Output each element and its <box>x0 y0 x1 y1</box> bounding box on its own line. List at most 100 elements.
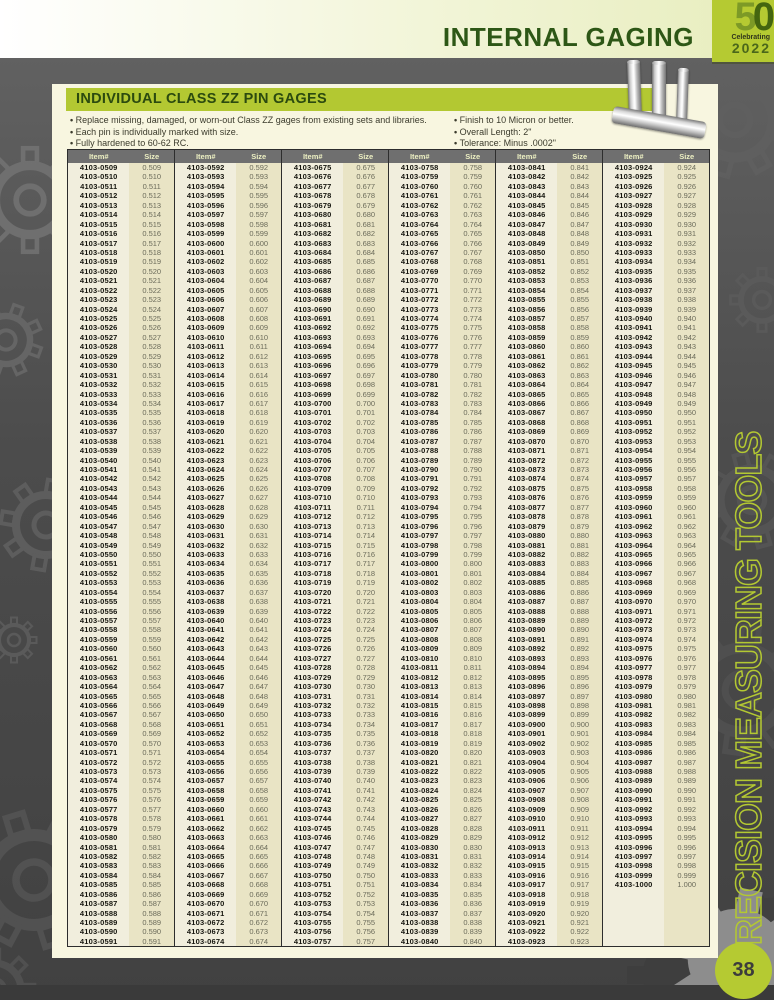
table-row: 4103-0942 0.942 <box>603 332 709 343</box>
item-number-cell: 4103-0806 <box>389 616 451 626</box>
table-row: 4103-0853 0.853 <box>496 276 602 286</box>
size-cell: 0.802 <box>450 578 495 588</box>
size-cell: 0.550 <box>129 549 174 560</box>
size-cell: 0.808 <box>450 634 495 645</box>
table-row: 4103-0746 0.746 <box>282 833 388 843</box>
size-cell: 0.953 <box>664 436 709 447</box>
table-row: 4103-0577 0.577 <box>68 804 174 815</box>
table-row: 4103-0855 0.855 <box>496 295 602 305</box>
size-cell: 0.956 <box>664 465 709 475</box>
size-cell: 0.852 <box>557 266 602 277</box>
item-number-cell: 4103-0938 <box>603 295 665 305</box>
item-number-cell: 4103-0977 <box>603 663 665 673</box>
size-cell: 0.924 <box>664 163 709 173</box>
item-number-cell: 4103-0843 <box>496 181 558 192</box>
item-number-cell: 4103-0563 <box>68 672 130 683</box>
table-row: 4103-0698 0.698 <box>282 380 388 390</box>
item-number-cell: 4103-0913 <box>496 842 558 852</box>
item-number-cell: 4103-0849 <box>496 238 558 248</box>
item-number-cell: 4103-0701 <box>282 408 344 418</box>
item-number-cell: 4103-0880 <box>496 531 558 541</box>
table-row: 4103-0847 0.847 <box>496 219 602 230</box>
size-cell: 0.538 <box>129 436 174 447</box>
size-cell: 0.947 <box>664 380 709 390</box>
item-number-cell: 4103-0693 <box>282 332 344 343</box>
item-number-cell: 4103-0868 <box>496 417 558 428</box>
item-number-cell: 4103-0595 <box>175 191 237 201</box>
size-cell: 0.688 <box>343 285 388 296</box>
table-row: 4103-0610 0.610 <box>175 332 281 343</box>
column-header-size: Size <box>679 152 695 161</box>
item-number-cell: 4103-0784 <box>389 408 451 418</box>
table-header-row: Item# Size <box>282 150 388 163</box>
bullet-item: Replace missing, damaged, or worn-out Cl… <box>70 115 460 127</box>
size-cell: 0.913 <box>557 842 602 852</box>
item-number-cell <box>603 927 665 937</box>
item-number-cell: 4103-0669 <box>175 889 237 900</box>
item-number-cell: 4103-0558 <box>68 625 130 635</box>
item-number-cell: 4103-0654 <box>175 748 237 758</box>
item-number-cell: 4103-0876 <box>496 493 558 503</box>
table-column-pair: Item# Size 4103-0675 0.675 4103-0676 0.676 410… <box>282 150 389 947</box>
column-header-item: Item# <box>623 152 644 161</box>
table-row: 4103-0812 0.812 <box>389 672 495 683</box>
table-row: 4103-0852 0.852 <box>496 266 602 277</box>
table-row: 4103-0759 0.759 <box>389 172 495 182</box>
size-cell: 0.612 <box>236 351 281 362</box>
table-row: 4103-0793 0.793 <box>389 493 495 503</box>
size-cell: 0.993 <box>664 814 709 824</box>
size-cell: 0.759 <box>450 172 495 182</box>
size-cell: 0.853 <box>557 276 602 286</box>
size-cell: 0.528 <box>129 342 174 352</box>
size-cell: 0.692 <box>343 323 388 333</box>
table-row: 4103-0989 0.989 <box>603 776 709 786</box>
table-row: 4103-0805 0.805 <box>389 606 495 616</box>
table-row: 4103-0568 0.568 <box>68 719 174 730</box>
item-number-cell: 4103-0740 <box>282 776 344 786</box>
item-number-cell: 4103-0608 <box>175 314 237 324</box>
size-cell: 0.741 <box>343 785 388 796</box>
table-row: 4103-0580 0.580 <box>68 833 174 843</box>
table-row: 4103-0995 0.995 <box>603 833 709 843</box>
size-cell: 0.951 <box>664 417 709 428</box>
item-number-cell: 4103-0525 <box>68 314 130 324</box>
table-row: 4103-0671 0.671 <box>175 908 281 918</box>
item-number-cell: 4103-0711 <box>282 502 344 513</box>
table-row: 4103-0704 0.704 <box>282 436 388 447</box>
size-cell: 0.619 <box>236 417 281 428</box>
item-number-cell: 4103-0990 <box>603 785 665 796</box>
table-row: 4103-0623 0.623 <box>175 455 281 465</box>
table-row: 4103-0901 0.901 <box>496 729 602 739</box>
item-number-cell: 4103-0543 <box>68 483 130 494</box>
item-number-cell: 4103-0596 <box>175 200 237 211</box>
table-row: 4103-0788 0.788 <box>389 446 495 456</box>
size-cell: 0.858 <box>557 323 602 333</box>
table-row: 4103-0517 0.517 <box>68 238 174 248</box>
size-cell: 0.545 <box>129 502 174 513</box>
size-cell: 0.517 <box>129 238 174 248</box>
size-cell: 0.755 <box>343 918 388 928</box>
item-number-cell: 4103-0541 <box>68 465 130 475</box>
item-number-cell: 4103-0683 <box>282 238 344 248</box>
size-cell: 0.935 <box>664 266 709 277</box>
table-row: 4103-0932 0.932 <box>603 238 709 248</box>
item-number-cell: 4103-0766 <box>389 238 451 248</box>
anniversary-logo: 50 Celebrating 2022 <box>712 0 774 62</box>
item-number-cell: 4103-0666 <box>175 861 237 871</box>
item-number-cell: 4103-0995 <box>603 833 665 843</box>
size-cell: 0.780 <box>450 370 495 381</box>
item-number-cell: 4103-0621 <box>175 436 237 447</box>
table-row: 4103-0597 0.597 <box>175 210 281 220</box>
table-row: 4103-0792 0.792 <box>389 483 495 494</box>
table-row: 4103-0784 0.784 <box>389 408 495 418</box>
size-cell: 0.636 <box>236 578 281 588</box>
table-row: 4103-0777 0.777 <box>389 342 495 352</box>
size-cell: 0.908 <box>557 795 602 805</box>
table-row: 4103-0620 0.620 <box>175 427 281 437</box>
size-cell: 0.643 <box>236 644 281 654</box>
table-row: 4103-0743 0.743 <box>282 804 388 815</box>
size-cell: 0.699 <box>343 389 388 399</box>
table-row: 4103-0779 0.779 <box>389 361 495 371</box>
table-row: 4103-0811 0.811 <box>389 663 495 673</box>
size-cell: 0.565 <box>129 691 174 701</box>
